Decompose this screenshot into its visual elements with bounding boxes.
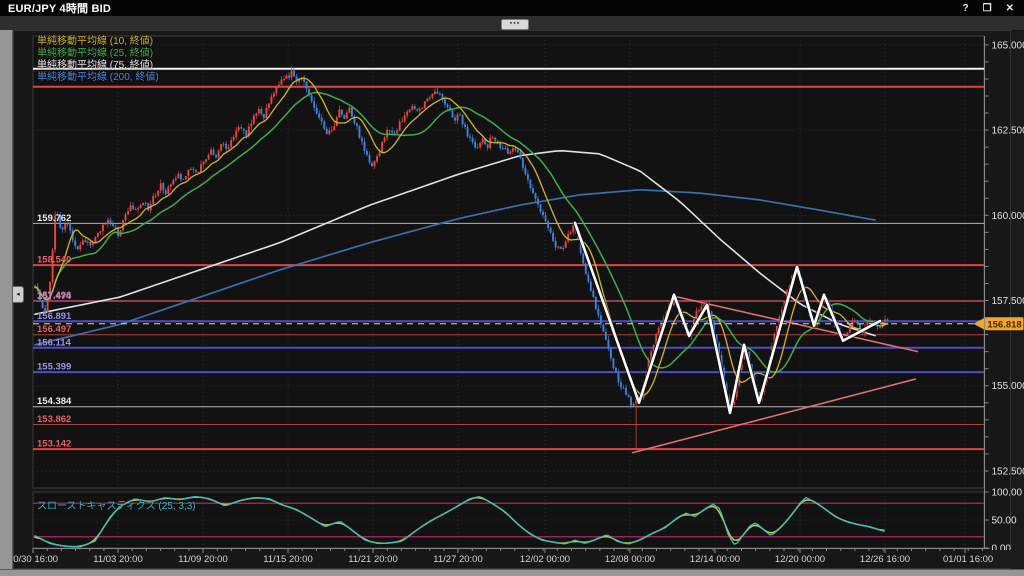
x-axis-label: 11/03 20:00 (93, 554, 142, 565)
stoch-axis-label: 100.00 (992, 488, 1023, 499)
maximize-icon[interactable]: ❐ (982, 2, 992, 14)
y-axis-label: 165.000 (992, 40, 1024, 51)
y-axis-label: 155.000 (992, 381, 1024, 392)
y-axis-label: 152.500 (992, 466, 1024, 477)
stoch-axis-label: 0.00 (992, 544, 1012, 555)
ma-legend: 単純移動平均線 (10, 終値) 単純移動平均線 (25, 終値) 単純移動平均… (37, 36, 159, 84)
price-level-label: 158.540 (37, 255, 71, 266)
x-axis-label: 10/30 16:00 (8, 554, 58, 565)
x-axis-label: 11/09 20:00 (178, 554, 227, 565)
price-levels (33, 67, 984, 451)
toolbar-collapse-button[interactable]: ▪▪▪ (501, 19, 529, 30)
y-axis-label: 160.000 (992, 211, 1024, 222)
x-axis-label: 11/15 20:00 (263, 554, 312, 565)
price-level-label: 156.497 (37, 324, 71, 335)
x-axis-label: 12/02 00:00 (520, 554, 570, 565)
zigzag-annotation (572, 220, 883, 416)
ma200-legend-label: 単純移動平均線 (200, 終値) (37, 72, 159, 83)
price-level-label: 154.384 (37, 396, 72, 407)
title-bar: EUR/JPY 4時間 BID ? ❐ ✕ (0, 0, 1024, 16)
current-price-value: 156.818 (987, 319, 1021, 330)
panel-collapse-arrow[interactable]: ◂ (13, 286, 24, 303)
x-axis-label: 11/27 20:00 (433, 554, 482, 565)
stoch-axis-label: 50.00 (992, 516, 1017, 527)
stochastic-lines (33, 496, 984, 548)
ma25-legend-label: 単純移動平均線 (25, 終値) (37, 48, 154, 59)
slow-ma-lines (34, 149, 876, 346)
price-level-label: 156.114 (37, 337, 72, 348)
price-level-label: 157.474 (37, 291, 72, 302)
price-level-label: 155.399 (37, 362, 71, 373)
close-icon[interactable]: ✕ (1005, 2, 1014, 14)
y-axis-label: 157.500 (992, 296, 1024, 307)
left-scroll-strip[interactable] (0, 30, 13, 576)
price-level-label: 153.862 (37, 414, 71, 425)
window-controls: ? ❐ ✕ (963, 3, 1024, 14)
price-level-label: 157.496 (37, 290, 71, 301)
x-axis-label: 12/14 00:00 (690, 554, 740, 565)
axes: 165.000 162.500 160.000 157.500 155.000 152.5… (8, 36, 1024, 568)
ma75-legend-label: 単純移動平均線 (75, 終値) (37, 60, 154, 71)
price-level-label: 153.142 (37, 439, 71, 450)
toolbar-strip: ▪▪▪ (0, 16, 1024, 31)
price-level-label: 156.891 (37, 311, 72, 322)
bottom-scroll-strip[interactable] (0, 569, 1024, 576)
x-axis-label: 11/21 20:00 (348, 554, 397, 565)
ma10-legend-label: 単純移動平均線 (10, 終値) (37, 36, 154, 47)
window-title: EUR/JPY 4時間 BID (8, 3, 112, 15)
x-axis-label: 12/08 00:00 (605, 554, 655, 565)
price-level-label: 159.762 (37, 213, 71, 224)
stochastic-legend-label: スローストキャスティクス (25, 3,3) (37, 501, 196, 512)
y-axis-label: 162.500 (992, 126, 1024, 137)
x-axis-label: 12/26 16:00 (860, 554, 910, 565)
current-price-tag: 156.818 (973, 317, 1024, 331)
x-axis-label: 01/01 16:00 (943, 554, 993, 565)
x-axis-label: 12/20 00:00 (775, 554, 825, 565)
help-icon[interactable]: ? (962, 2, 969, 14)
